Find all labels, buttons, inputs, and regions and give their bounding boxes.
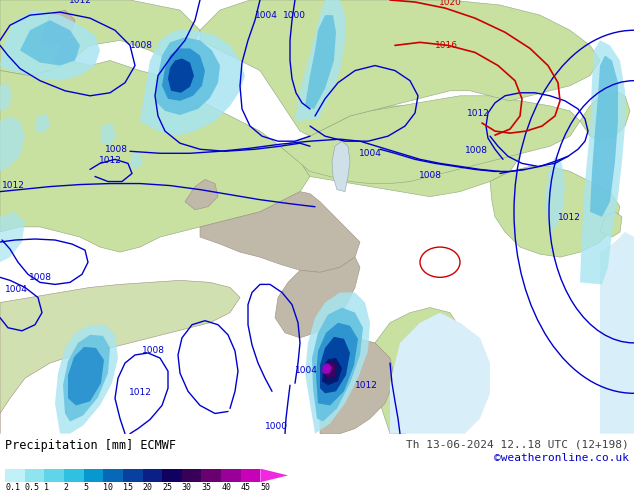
Polygon shape: [0, 116, 25, 172]
Polygon shape: [580, 40, 625, 284]
Polygon shape: [0, 83, 12, 111]
Text: 30: 30: [182, 483, 192, 490]
Text: 1008: 1008: [130, 41, 153, 50]
Polygon shape: [68, 347, 104, 405]
Polygon shape: [305, 15, 336, 109]
Text: 20: 20: [143, 483, 153, 490]
Polygon shape: [295, 0, 345, 121]
Text: 1012: 1012: [68, 0, 91, 5]
Text: ©weatheronline.co.uk: ©weatheronline.co.uk: [494, 453, 629, 463]
Polygon shape: [600, 212, 622, 237]
Polygon shape: [0, 212, 25, 262]
Polygon shape: [155, 37, 220, 115]
Polygon shape: [545, 156, 565, 232]
Bar: [5, 468, 25, 482]
Polygon shape: [320, 337, 350, 393]
Polygon shape: [20, 20, 80, 66]
Text: 1008: 1008: [465, 147, 488, 155]
Text: 0.5: 0.5: [25, 483, 40, 490]
Text: 1016: 1016: [435, 42, 458, 50]
Polygon shape: [325, 361, 337, 379]
Text: 1000: 1000: [283, 11, 306, 20]
Text: 1: 1: [44, 483, 49, 490]
Polygon shape: [275, 257, 360, 338]
Polygon shape: [312, 308, 363, 421]
Text: 25: 25: [162, 483, 172, 490]
Polygon shape: [390, 313, 490, 434]
Polygon shape: [316, 323, 358, 405]
Polygon shape: [55, 325, 118, 434]
Text: 35: 35: [202, 483, 211, 490]
Bar: [241, 468, 261, 482]
Text: 1012: 1012: [467, 109, 490, 118]
Text: 15: 15: [123, 483, 133, 490]
Polygon shape: [0, 280, 240, 434]
Text: 1004: 1004: [255, 11, 278, 20]
Polygon shape: [261, 468, 288, 482]
Text: 10: 10: [103, 483, 113, 490]
Polygon shape: [280, 96, 580, 184]
Text: 1008: 1008: [142, 346, 165, 355]
Text: 50: 50: [261, 483, 270, 490]
Bar: [84, 468, 103, 482]
Text: 0.1: 0.1: [5, 483, 20, 490]
Polygon shape: [0, 60, 310, 252]
Polygon shape: [370, 308, 460, 434]
Text: 1012: 1012: [355, 381, 378, 390]
Text: 1012: 1012: [2, 181, 25, 190]
Polygon shape: [200, 192, 360, 272]
Polygon shape: [63, 335, 110, 421]
Polygon shape: [130, 151, 143, 170]
Polygon shape: [35, 114, 50, 133]
Bar: [202, 468, 221, 482]
Polygon shape: [580, 91, 630, 141]
Text: 1004: 1004: [359, 149, 382, 158]
Bar: [221, 468, 241, 482]
Text: 1012: 1012: [129, 389, 152, 397]
Text: 1008: 1008: [418, 172, 441, 180]
Bar: [44, 468, 64, 482]
Polygon shape: [322, 363, 332, 374]
Polygon shape: [280, 106, 520, 196]
Text: Precipitation [mm] ECMWF: Precipitation [mm] ECMWF: [5, 440, 176, 452]
Text: 2: 2: [64, 483, 69, 490]
Polygon shape: [200, 0, 600, 136]
Polygon shape: [40, 10, 75, 46]
Text: 1008: 1008: [105, 145, 128, 154]
Text: Th 13-06-2024 12..18 UTC (12+198): Th 13-06-2024 12..18 UTC (12+198): [406, 440, 629, 449]
Polygon shape: [168, 58, 194, 93]
Text: 1000: 1000: [265, 421, 288, 431]
Text: 1004: 1004: [295, 366, 318, 375]
Polygon shape: [100, 123, 116, 146]
Text: 45: 45: [241, 483, 250, 490]
Bar: [103, 468, 123, 482]
Text: 1020: 1020: [439, 0, 462, 7]
Polygon shape: [322, 358, 342, 385]
Bar: [143, 468, 162, 482]
Polygon shape: [0, 0, 200, 75]
Text: 1012: 1012: [558, 213, 581, 222]
Polygon shape: [320, 338, 395, 434]
Bar: [25, 468, 44, 482]
Bar: [64, 468, 84, 482]
Polygon shape: [140, 30, 245, 136]
Bar: [123, 468, 143, 482]
Text: 1008: 1008: [29, 273, 51, 282]
Bar: [162, 468, 182, 482]
Text: 1004: 1004: [5, 286, 28, 294]
Polygon shape: [332, 141, 350, 192]
Polygon shape: [162, 49, 205, 101]
Polygon shape: [305, 293, 370, 434]
Polygon shape: [55, 38, 78, 66]
Text: 1012: 1012: [98, 156, 122, 166]
Text: 5: 5: [84, 483, 89, 490]
Polygon shape: [490, 167, 620, 257]
Text: 40: 40: [221, 483, 231, 490]
Polygon shape: [600, 232, 634, 434]
Bar: [182, 468, 202, 482]
Polygon shape: [590, 55, 618, 217]
Polygon shape: [0, 10, 100, 81]
Polygon shape: [185, 179, 218, 210]
